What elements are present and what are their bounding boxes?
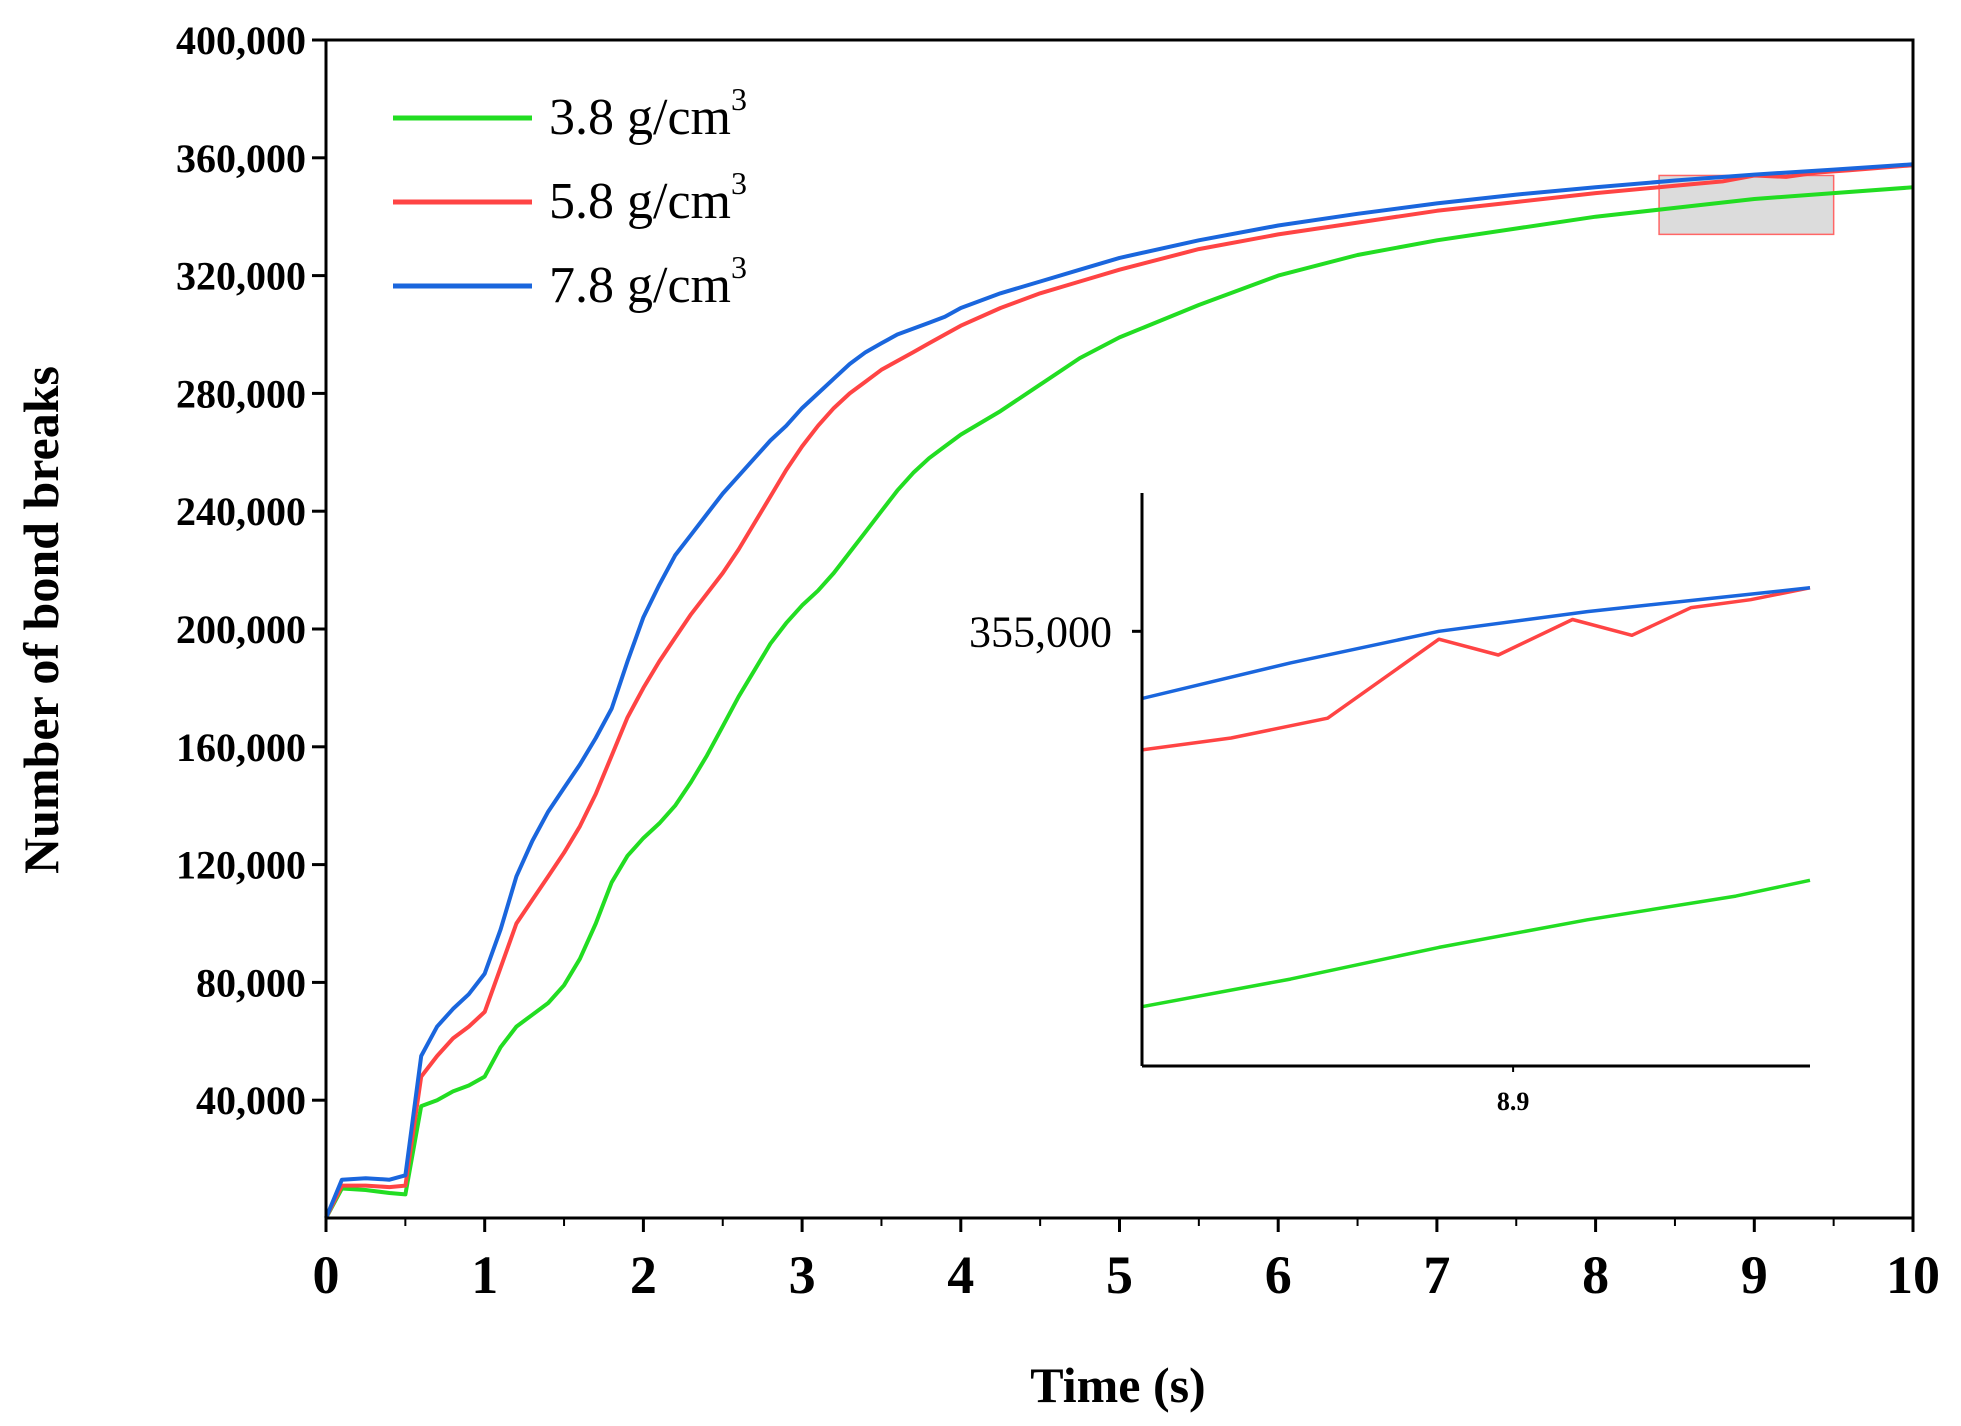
y-tick-label: 320,000: [176, 254, 306, 299]
legend-label-2: 5.8 g/cm3: [549, 165, 747, 230]
legend-label-superscript: 3: [731, 249, 747, 285]
inset-zoom-plot: 355,000 8.9: [969, 493, 1811, 1116]
y-tick-label: 120,000: [176, 843, 306, 888]
y-tick-label: 160,000: [176, 725, 306, 770]
x-axis-title: Time (s): [1030, 1357, 1205, 1413]
inset-background: [1142, 493, 1810, 1066]
legend-label-superscript: 3: [731, 81, 747, 117]
y-tick-label: 280,000: [176, 371, 306, 416]
y-tick-label: 40,000: [196, 1078, 306, 1123]
inset-x-tick-label: 8.9: [1497, 1087, 1530, 1116]
x-tick-label: 2: [630, 1245, 657, 1305]
legend-label-1: 3.8 g/cm3: [549, 81, 747, 146]
inset-y-tick-label: 355,000: [969, 607, 1112, 656]
x-tick-label: 3: [789, 1245, 816, 1305]
legend: 3.8 g/cm3 5.8 g/cm3 7.8 g/cm3: [393, 81, 747, 314]
main-series-group: [324, 162, 1914, 1219]
inset-series-line-2: [1141, 586, 1811, 752]
x-tick-label: 10: [1886, 1245, 1940, 1305]
series-line-2: [324, 163, 1914, 1219]
y-tick-label: 400,000: [176, 18, 306, 63]
y-tick-label: 360,000: [176, 136, 306, 181]
legend-label-superscript: 3: [731, 165, 747, 201]
axis-ticks: 0 1 2 3 4 5 6 7 8 9 10 40,000 80,000 120,000 160,000 20…: [176, 18, 1940, 1305]
x-tick-label: 1: [471, 1245, 498, 1305]
x-tick-label: 0: [313, 1245, 340, 1305]
series-line-3: [324, 162, 1914, 1219]
y-tick-label: 80,000: [196, 960, 306, 1005]
x-tick-label: 9: [1741, 1245, 1768, 1305]
legend-label-3: 7.8 g/cm3: [549, 249, 747, 314]
y-tick-label: 200,000: [176, 607, 306, 652]
series-line-1: [324, 185, 1914, 1219]
inset-series-line-3: [1141, 586, 1811, 701]
x-tick-label: 4: [947, 1245, 974, 1305]
y-axis-title: Number of bond breaks: [13, 366, 69, 874]
inset-series-line-1: [1141, 878, 1811, 1009]
y-tick-label: 240,000: [176, 489, 306, 534]
x-tick-label: 5: [1106, 1245, 1133, 1305]
x-tick-label: 7: [1423, 1245, 1450, 1305]
x-tick-label: 6: [1265, 1245, 1292, 1305]
x-tick-label: 8: [1582, 1245, 1609, 1305]
